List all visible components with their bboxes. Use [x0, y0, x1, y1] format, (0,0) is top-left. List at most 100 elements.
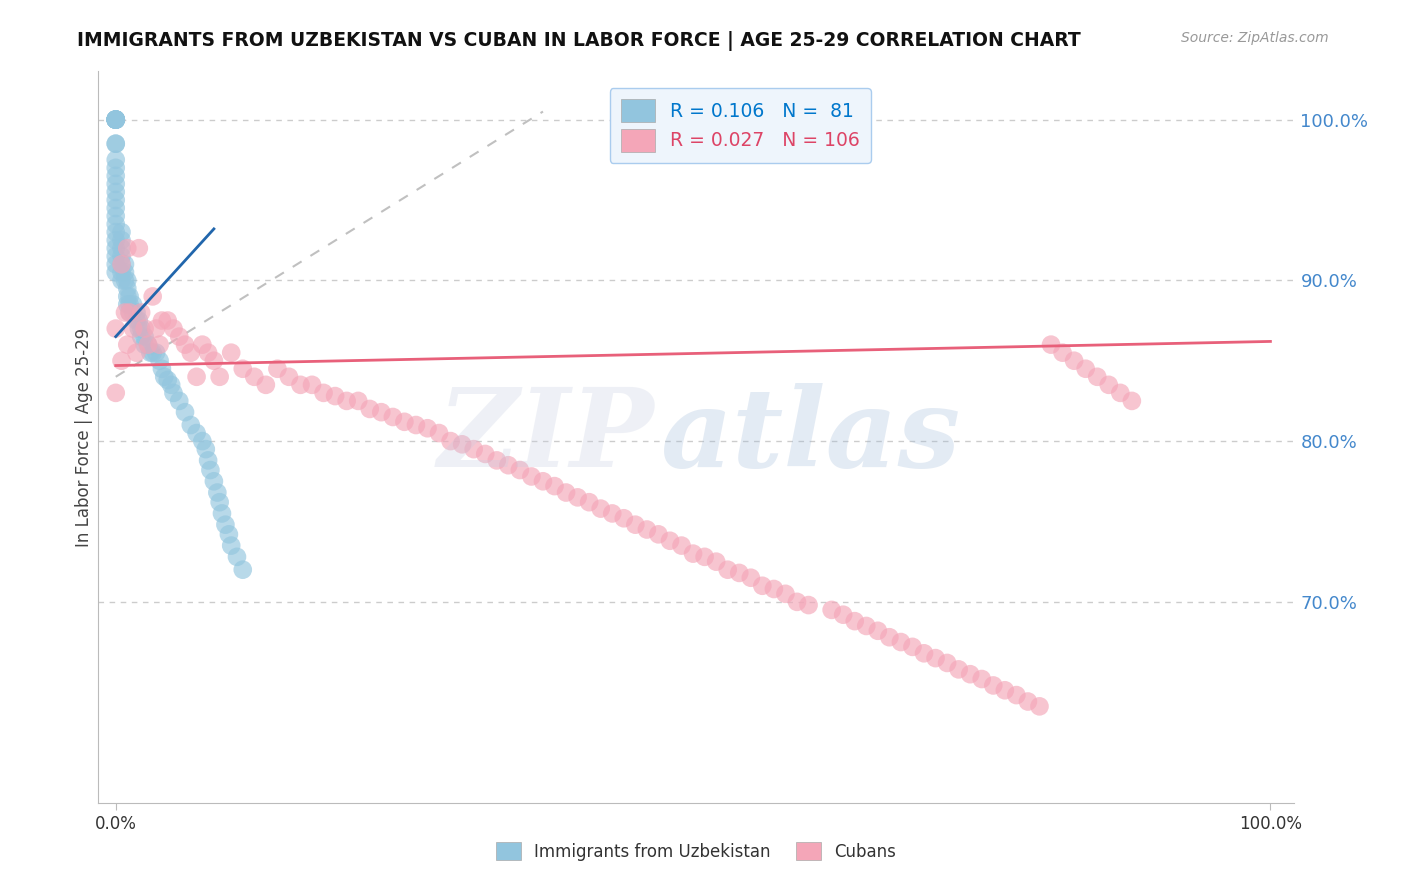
Point	[981, 678, 1004, 692]
Point	[122, 297, 145, 311]
Point	[890, 635, 912, 649]
Point	[104, 249, 127, 263]
Point	[463, 442, 485, 457]
Point	[104, 136, 127, 151]
Point	[191, 434, 214, 449]
Point	[1121, 393, 1143, 408]
Point	[855, 619, 877, 633]
Point	[167, 329, 190, 343]
Point	[682, 547, 704, 561]
Point	[214, 517, 236, 532]
Point	[613, 511, 636, 525]
Point	[555, 485, 578, 500]
Point	[202, 353, 225, 368]
Point	[740, 571, 762, 585]
Point	[439, 434, 461, 449]
Point	[924, 651, 946, 665]
Point	[110, 249, 132, 263]
Point	[104, 136, 127, 151]
Point	[717, 563, 740, 577]
Point	[359, 401, 381, 416]
Point	[110, 257, 132, 271]
Point	[797, 598, 820, 612]
Point	[104, 112, 127, 127]
Point	[243, 369, 266, 384]
Point	[232, 361, 254, 376]
Point	[970, 672, 993, 686]
Point	[208, 495, 231, 509]
Point	[336, 393, 359, 408]
Point	[232, 563, 254, 577]
Point	[194, 442, 217, 457]
Point	[207, 485, 229, 500]
Point	[128, 241, 150, 255]
Point	[578, 495, 600, 509]
Point	[114, 265, 136, 279]
Point	[156, 373, 179, 387]
Point	[128, 313, 150, 327]
Point	[104, 241, 127, 255]
Point	[1017, 694, 1039, 708]
Point	[129, 329, 152, 343]
Point	[1028, 699, 1050, 714]
Text: ZIP: ZIP	[437, 384, 654, 491]
Point	[197, 345, 219, 359]
Point	[117, 337, 139, 351]
Point	[104, 112, 127, 127]
Point	[589, 501, 612, 516]
Point	[142, 345, 165, 359]
Point	[160, 377, 183, 392]
Point	[139, 345, 162, 359]
Point	[104, 112, 127, 127]
Point	[117, 297, 139, 311]
Point	[994, 683, 1017, 698]
Point	[200, 463, 222, 477]
Point	[145, 345, 167, 359]
Point	[162, 385, 184, 400]
Point	[959, 667, 981, 681]
Point	[901, 640, 924, 654]
Point	[104, 385, 127, 400]
Point	[149, 337, 172, 351]
Point	[125, 313, 148, 327]
Point	[104, 112, 127, 127]
Point	[114, 273, 136, 287]
Point	[347, 393, 370, 408]
Point	[1063, 353, 1085, 368]
Point	[266, 361, 288, 376]
Point	[114, 305, 136, 319]
Point	[301, 377, 323, 392]
Point	[104, 217, 127, 231]
Point	[104, 201, 127, 215]
Point	[218, 527, 240, 541]
Point	[844, 614, 866, 628]
Point	[211, 507, 233, 521]
Point	[567, 491, 589, 505]
Point	[104, 112, 127, 127]
Point	[451, 437, 474, 451]
Point	[208, 369, 231, 384]
Point	[219, 539, 242, 553]
Point	[104, 233, 127, 247]
Point	[197, 453, 219, 467]
Point	[820, 603, 842, 617]
Point	[704, 555, 727, 569]
Point	[191, 337, 214, 351]
Point	[1074, 361, 1097, 376]
Point	[150, 313, 173, 327]
Point	[134, 329, 156, 343]
Point	[394, 415, 416, 429]
Point	[762, 582, 785, 596]
Point	[134, 337, 156, 351]
Point	[156, 313, 179, 327]
Point	[104, 185, 127, 199]
Point	[520, 469, 543, 483]
Point	[110, 353, 132, 368]
Point	[118, 305, 141, 319]
Point	[117, 273, 139, 287]
Point	[125, 305, 148, 319]
Point	[104, 257, 127, 271]
Point	[118, 305, 141, 319]
Point	[543, 479, 565, 493]
Point	[180, 345, 202, 359]
